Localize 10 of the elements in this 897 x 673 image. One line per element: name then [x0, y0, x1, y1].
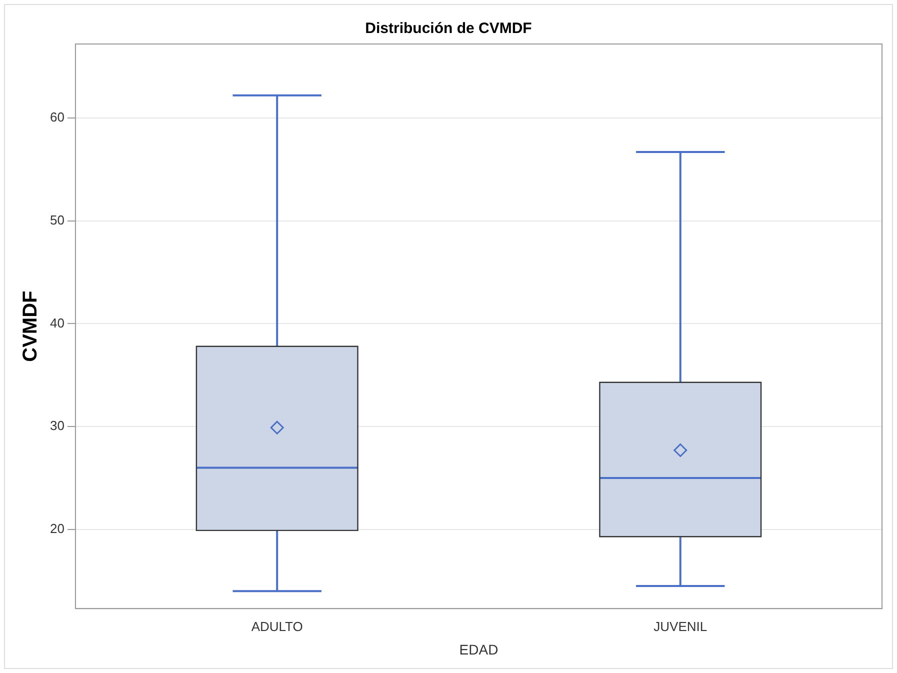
y-axis-title: CVMDF [20, 290, 42, 362]
y-tick-label: 60 [50, 110, 64, 125]
y-tick-label: 20 [50, 520, 64, 536]
y-tick-label: 50 [50, 212, 64, 228]
chart-title: Distribución de CVMDF [365, 20, 532, 38]
y-tick-label: 40 [50, 315, 64, 330]
x-axis-title: EDAD [459, 641, 498, 658]
x-tick-label: ADULTO [251, 618, 303, 634]
y-tick-label: 30 [50, 418, 64, 434]
x-tick-label: JUVENIL [654, 618, 708, 634]
